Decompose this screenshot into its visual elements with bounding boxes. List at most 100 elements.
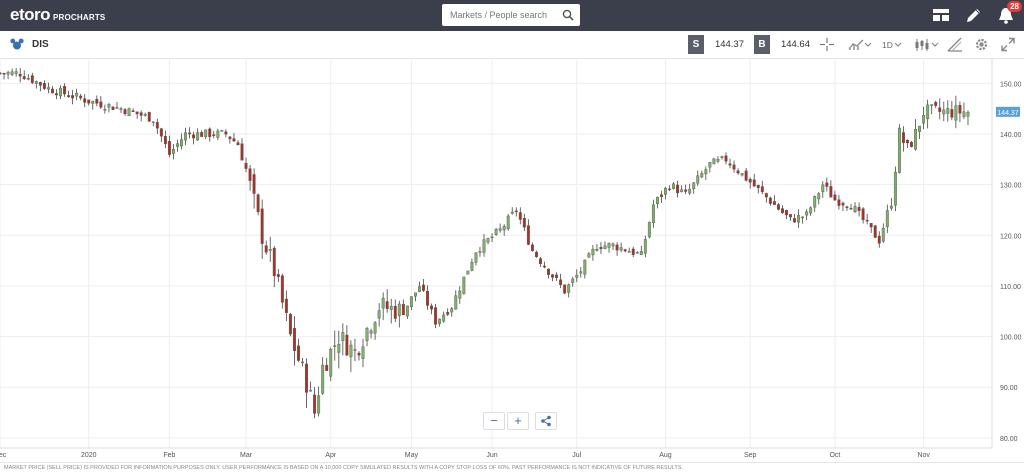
etoro-logo[interactable]: etoro PROCHARTS — [10, 5, 105, 25]
candle-body — [514, 210, 518, 213]
candle-body — [510, 211, 514, 214]
candle-body — [333, 345, 337, 347]
candles — [0, 68, 970, 419]
candle-body — [530, 244, 534, 251]
layout-icon[interactable] — [931, 5, 951, 25]
candle-body — [534, 251, 538, 258]
candle-body — [377, 310, 381, 319]
candle-body — [639, 251, 643, 255]
search-box[interactable] — [442, 4, 580, 26]
pencil-icon[interactable] — [964, 5, 984, 25]
buy-button[interactable]: B — [754, 35, 770, 54]
candle-body — [881, 227, 885, 242]
candle-body — [159, 128, 163, 137]
candle-body — [131, 110, 135, 112]
candle-body — [942, 109, 946, 115]
y-tick-label: 90.00 — [1000, 385, 1018, 392]
y-tick-label: 110.00 — [1000, 284, 1021, 291]
candlestick-chart[interactable]: 150.00 140.00 130.00 120.00 110.00 100.00 90.0… — [0, 58, 1024, 462]
share-icon — [541, 415, 551, 427]
candle-body — [583, 259, 587, 275]
candle-body — [71, 95, 75, 99]
candle-body — [357, 352, 361, 356]
compare-dropdown[interactable] — [848, 37, 872, 52]
x-tick-label: May — [405, 452, 419, 459]
notifications-button[interactable]: 28 — [996, 1, 1022, 25]
gear-icon[interactable] — [974, 37, 989, 52]
candle-body — [34, 81, 38, 84]
candle-body — [611, 243, 615, 247]
x-tick-label: Oct — [829, 452, 840, 459]
candle-body — [244, 162, 248, 169]
candle-body — [704, 169, 708, 175]
candle-body — [365, 328, 369, 341]
candle-body — [180, 139, 183, 147]
zoom-out-button[interactable]: − — [483, 412, 505, 430]
candle-body — [789, 214, 792, 218]
candle-body — [914, 128, 918, 150]
period-dropdown[interactable]: 1D — [882, 37, 903, 52]
candle-body — [700, 173, 704, 178]
search-icon[interactable] — [562, 9, 574, 21]
top-bar: etoro PROCHARTS 28 — [0, 0, 1024, 31]
candle-body — [801, 216, 805, 219]
candle-body — [167, 141, 171, 155]
logo-sub: PROCHARTS — [53, 13, 106, 22]
drawing-tools-icon[interactable] — [947, 37, 963, 52]
candle-body — [809, 207, 813, 214]
candle-body — [946, 108, 950, 114]
candle-body — [736, 170, 740, 174]
candle-body — [627, 251, 631, 253]
candle-body — [966, 111, 970, 117]
candle-body — [768, 197, 772, 204]
candle-body — [208, 128, 212, 138]
candle-body — [587, 253, 591, 258]
candle-body — [539, 258, 542, 265]
candle-body — [906, 139, 909, 144]
candle-body — [256, 194, 260, 213]
candle-body — [498, 228, 502, 231]
candle-body — [571, 278, 575, 283]
share-button[interactable] — [535, 412, 557, 430]
sell-price[interactable]: 144.37 — [714, 39, 744, 50]
search-input[interactable] — [442, 4, 558, 26]
candle-body — [918, 125, 922, 132]
candle-body — [522, 217, 526, 228]
crosshair-icon[interactable] — [818, 37, 836, 52]
candle-body — [619, 247, 623, 251]
candle-body — [458, 290, 462, 299]
candle-body — [397, 303, 401, 317]
candle-body — [954, 105, 958, 121]
candle-body — [478, 251, 482, 253]
instrument-info[interactable]: DIS — [10, 38, 49, 50]
candle-body — [204, 129, 208, 137]
candle-body — [349, 344, 353, 358]
candle-body — [329, 348, 333, 377]
y-tick-label: 150.00 — [1000, 81, 1022, 88]
last-price-tag — [996, 106, 1020, 117]
sell-button[interactable]: S — [688, 35, 704, 54]
logo-text: etoro — [10, 5, 51, 24]
zoom-in-button[interactable]: + — [507, 412, 529, 430]
last-price-label: 144.37 — [997, 110, 1019, 117]
candle-body — [272, 247, 276, 277]
candle-body — [385, 301, 389, 309]
candle-body — [151, 121, 155, 123]
candle-body — [486, 238, 490, 243]
candle-body — [10, 71, 14, 75]
candle-body — [115, 107, 119, 109]
candle-body — [369, 330, 373, 334]
buy-price[interactable]: 144.64 — [780, 39, 810, 50]
candle-body — [30, 75, 34, 83]
fullscreen-icon[interactable] — [1001, 37, 1015, 52]
chevron-down-icon — [894, 42, 902, 47]
candle-body — [288, 314, 292, 335]
candle-body — [643, 239, 647, 254]
candle-body — [309, 389, 313, 392]
x-tick-label: 2020 — [81, 452, 97, 459]
candle-body — [567, 284, 571, 293]
candle-body — [680, 189, 684, 192]
chart-type-dropdown[interactable] — [914, 37, 940, 52]
candle-body — [99, 101, 103, 108]
candle-body — [446, 312, 450, 315]
